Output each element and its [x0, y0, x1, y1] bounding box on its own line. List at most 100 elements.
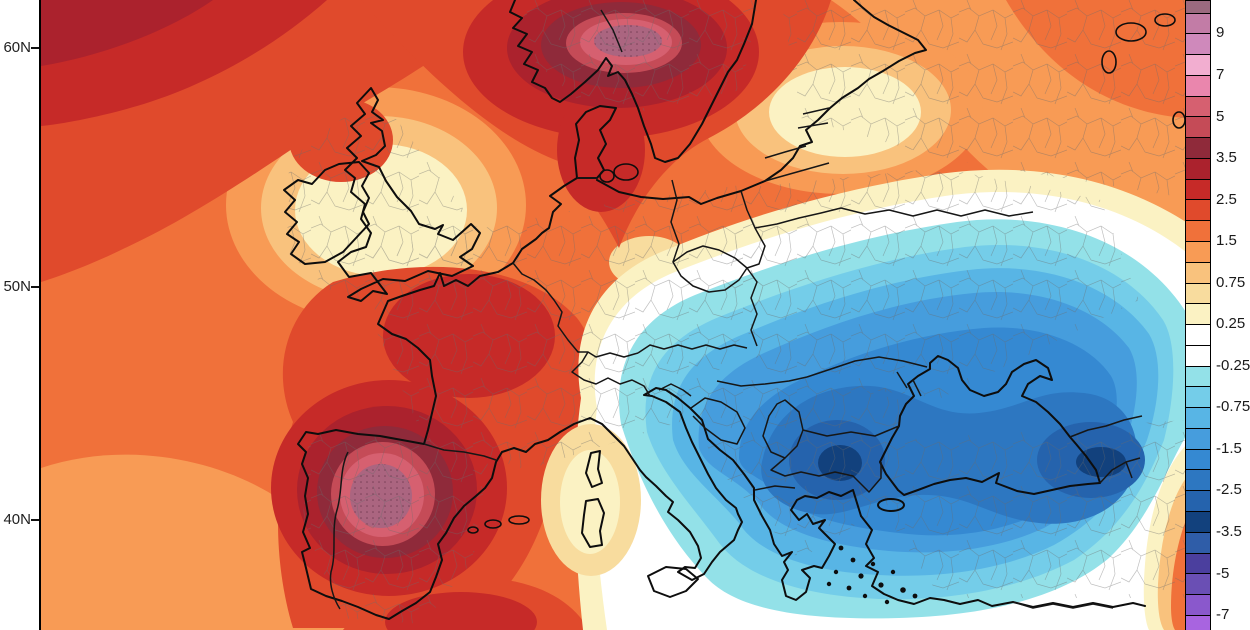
border-ukraine-north [840, 207, 1034, 217]
colorbar-tick-label: 7 [1216, 65, 1225, 83]
coast-marmara [877, 498, 905, 512]
border-bosnia [690, 397, 746, 445]
mesh-region [781, 0, 1186, 198]
colorbar-segment [1186, 34, 1210, 56]
colorbar-segment [1186, 117, 1210, 139]
country-borders [329, 9, 1143, 610]
colorbar-tick-label: 3.5 [1216, 149, 1237, 167]
colorbar-segment [1186, 491, 1210, 512]
border-slovenia [658, 383, 692, 397]
colorbar-segment [1186, 428, 1210, 450]
coast-sardinia [581, 498, 605, 548]
latitude-tick [31, 47, 39, 49]
border-turkey-syria [1012, 601, 1114, 609]
colorbar-segment [1186, 262, 1210, 284]
latitude-tick [31, 286, 39, 288]
coast-scandinavia [509, 0, 757, 163]
colorbar-segment [1186, 553, 1210, 575]
coast-denmark [574, 105, 617, 179]
islands-and-lakes [467, 13, 1186, 534]
coast-great-britain [337, 87, 481, 302]
coastlines [283, 0, 1146, 620]
colorbar-tick-label: 0.25 [1216, 315, 1246, 333]
coast-ireland [283, 161, 370, 265]
border-caucasus [1069, 415, 1143, 438]
colorbar-tick-label: -1.5 [1216, 439, 1242, 457]
border-serbia [762, 399, 804, 459]
latitude-tick [31, 519, 39, 521]
colorbar-segment [1186, 511, 1210, 533]
colorbar-segment [1186, 532, 1210, 554]
colorbar-segment [1186, 366, 1210, 388]
colorbar-segment [1186, 615, 1210, 630]
coast-west-europe-mediterranean [297, 177, 862, 620]
colorbar-tick-label: -2.5 [1216, 481, 1242, 499]
border-germany-poland [670, 179, 680, 263]
border-macedonia-greece [770, 457, 882, 493]
colorbar-segment [1186, 574, 1210, 596]
colorbar-segment [1186, 325, 1210, 346]
latitude-label-40n: 40N [3, 511, 31, 528]
colorbar-segment [1186, 408, 1210, 429]
colorbar-tick-label: 1.5 [1216, 232, 1237, 250]
border-romania-north [806, 356, 928, 378]
coast-black-sea [879, 355, 1101, 496]
border-albania-greece [754, 485, 796, 491]
colorbar-segment [1186, 200, 1210, 222]
border-hungary-south [716, 376, 808, 387]
contour-fill [560, 450, 620, 554]
district-borders-texture [287, 0, 1186, 624]
border-portugal-spain [329, 451, 349, 610]
colorbar-segment [1186, 158, 1210, 180]
colorbar-tick-label: 5 [1216, 107, 1225, 125]
colorbar-labels: 9 7 5 3.5 2.5 1.5 0.75 0.25 -0.25 -0.75 -1.5 -2.5 -3… [1216, 0, 1250, 630]
colorbar-segment [1186, 345, 1210, 367]
colorbar-tick-label: 9 [1216, 24, 1225, 42]
colorbar-tick-label: -0.25 [1216, 356, 1250, 374]
colorbar-tick-label: -0.75 [1216, 398, 1250, 416]
colorbar-segment [1186, 242, 1210, 263]
border-alps [571, 351, 651, 397]
colorbar-segment [1186, 221, 1210, 243]
colorbar-segment [1186, 304, 1210, 326]
colorbar-tick-label: -3.5 [1216, 523, 1242, 540]
colorbar [1185, 0, 1211, 630]
colorbar-segment [1186, 1, 1210, 14]
coast-sicily [647, 566, 699, 598]
contour-fill [41, 0, 213, 66]
colorbar-segment [1186, 75, 1210, 97]
anomaly-contour-svg [41, 0, 1186, 630]
mesh-region [521, 0, 759, 120]
colorbar-segment [1186, 138, 1210, 159]
border-poland-belarus [754, 207, 842, 229]
border-france-germany [512, 262, 639, 358]
mesh-region [287, 92, 479, 300]
border-germany-austria [637, 344, 748, 354]
colorbar-segment [1186, 283, 1210, 305]
mesh-region [303, 430, 491, 624]
border-pyrenees [423, 443, 497, 461]
colorbar-tick-label: -5 [1216, 564, 1230, 582]
colorbar-segment [1186, 449, 1210, 471]
colorbar-segment [1186, 13, 1210, 35]
border-romania-bulgaria [802, 425, 900, 437]
latitude-label-50n: 50N [3, 278, 31, 295]
colorbar-segment [1186, 595, 1210, 616]
colorbar-segment [1186, 55, 1210, 76]
coast-baltic [596, 0, 927, 205]
border-baltic-states [764, 107, 830, 182]
coast-turkey-south [860, 515, 1146, 608]
europe-anomaly-map [39, 0, 1186, 630]
border-czechia [672, 245, 748, 293]
mesh-region [681, 372, 899, 560]
mesh-region [731, 168, 1139, 398]
latitude-label-60n: 60N [3, 39, 31, 56]
coast-corsica [585, 450, 603, 488]
border-moldova [896, 371, 922, 397]
colorbar-segment [1186, 470, 1210, 492]
mesh-region [889, 420, 1186, 598]
border-georgia-armenia [1099, 457, 1141, 484]
aegean-islands [826, 545, 918, 605]
border-norway-sweden [600, 9, 623, 53]
